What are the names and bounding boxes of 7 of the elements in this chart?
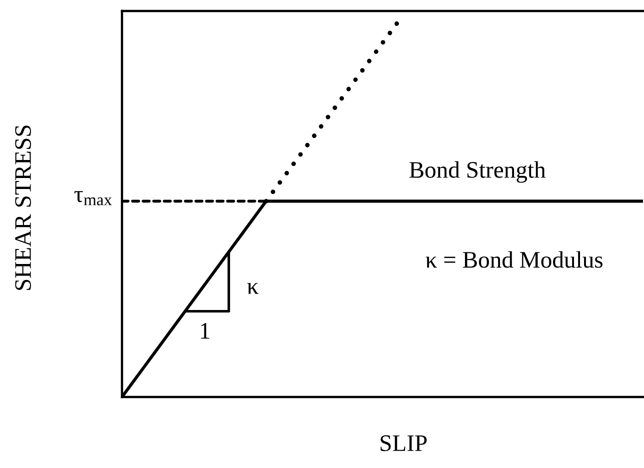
x-axis-title: SLIP bbox=[380, 435, 427, 452]
annotation: Bond Strength bbox=[409, 161, 546, 183]
annotation: κ = Bond Modulus bbox=[426, 251, 602, 268]
text: τ$_{max}$ bbox=[74, 191, 112, 206]
annotation: 1 bbox=[201, 323, 210, 339]
y-axis-title: SHEAR STRESS bbox=[15, 126, 32, 290]
annotation: κ bbox=[247, 282, 258, 294]
